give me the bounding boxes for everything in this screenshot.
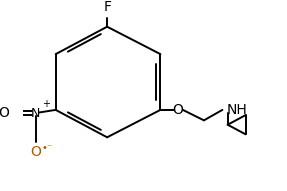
Text: +: +: [42, 99, 50, 109]
Text: •⁻: •⁻: [42, 143, 53, 153]
Text: O: O: [172, 103, 183, 117]
Text: F: F: [103, 1, 111, 15]
Text: O: O: [0, 106, 9, 120]
Text: N: N: [31, 107, 40, 120]
Text: O: O: [30, 145, 41, 159]
Text: NH: NH: [226, 103, 247, 117]
